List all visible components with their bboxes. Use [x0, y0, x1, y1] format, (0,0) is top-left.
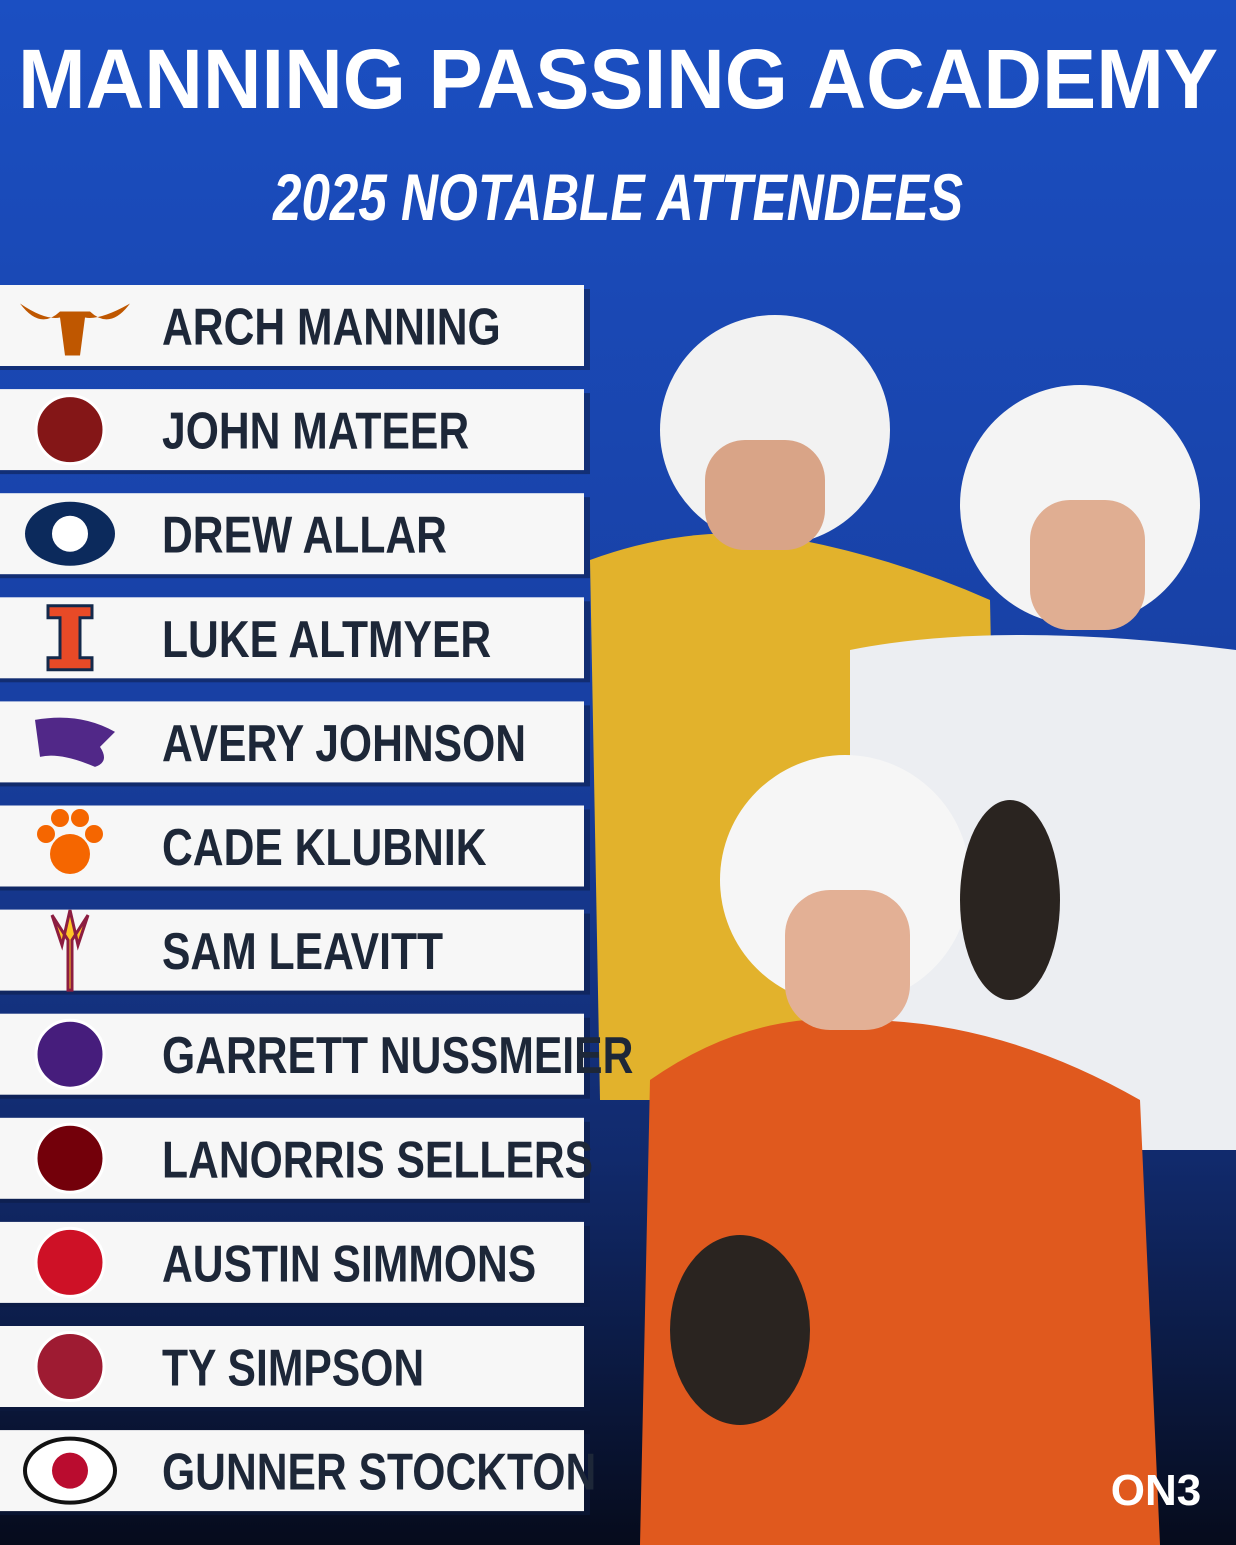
attendee-row: GARRETT NUSSMEIER	[0, 1013, 633, 1099]
team-logo-detail	[52, 1452, 88, 1489]
attendee-name: DREW ALLAR	[162, 507, 447, 565]
attendee-row: LANORRIS SELLERS	[0, 1117, 593, 1203]
team-logo	[34, 1226, 106, 1298]
attendee-row: JOHN MATEER	[0, 389, 590, 475]
team-logo	[34, 1331, 106, 1402]
face	[785, 890, 910, 1030]
team-logo-detail	[85, 825, 103, 843]
attendee-name: SAM LEAVITT	[162, 923, 443, 981]
attendee-name: ARCH MANNING	[162, 299, 501, 357]
row-background	[0, 285, 584, 366]
attendee-row: ARCH MANNING	[0, 285, 590, 370]
attendee-name: CADE KLUBNIK	[162, 819, 487, 877]
attendee-name: LUKE ALTMYER	[162, 611, 491, 669]
attendee-row: SAM LEAVITT	[0, 909, 590, 995]
attendee-row: CADE KLUBNIK	[0, 805, 590, 891]
team-logo	[35, 717, 115, 767]
attendee-name: JOHN MATEER	[162, 403, 469, 461]
attendee-row: LUKE ALTMYER	[0, 597, 590, 683]
team-logo-detail	[37, 825, 55, 843]
face	[1030, 500, 1145, 630]
face	[705, 440, 825, 550]
team-logo	[50, 834, 90, 874]
attendee-row: DREW ALLAR	[0, 493, 590, 579]
attendee-name: GUNNER STOCKTON	[162, 1444, 596, 1502]
team-logo	[46, 604, 94, 672]
team-logo	[34, 394, 106, 466]
attendee-name: AUSTIN SIMMONS	[162, 1235, 536, 1293]
attendee-row: GUNNER STOCKTON	[0, 1430, 596, 1516]
attendee-row: AVERY JOHNSON	[0, 701, 590, 787]
row-background	[0, 909, 584, 991]
team-logo	[34, 1018, 106, 1090]
subtitle: 2025 NOTABLE ATTENDEES	[271, 160, 963, 234]
attendee-list: ARCH MANNING JOHN MATEER DREW ALLAR LUKE AL…	[0, 285, 633, 1516]
attendee-name: GARRETT NUSSMEIER	[162, 1027, 633, 1085]
attendee-row: TY SIMPSON	[0, 1326, 590, 1411]
row-background	[0, 805, 584, 887]
brand-logo: ON3	[1111, 1466, 1201, 1515]
attendee-name: AVERY JOHNSON	[162, 715, 526, 773]
team-logo-detail	[71, 809, 89, 827]
team-logo-detail	[52, 515, 88, 552]
football	[670, 1235, 810, 1425]
football	[960, 800, 1060, 1000]
team-logo	[20, 303, 130, 356]
team-logo	[34, 1122, 106, 1194]
team-logo	[50, 909, 90, 992]
team-logo-detail	[51, 809, 69, 827]
attendee-name: LANORRIS SELLERS	[162, 1131, 593, 1189]
title: MANNING PASSING ACADEMY	[18, 32, 1218, 126]
attendee-name: TY SIMPSON	[162, 1340, 424, 1398]
attendee-row: AUSTIN SIMMONS	[0, 1221, 590, 1307]
row-background	[0, 597, 584, 679]
players	[590, 315, 1236, 1545]
